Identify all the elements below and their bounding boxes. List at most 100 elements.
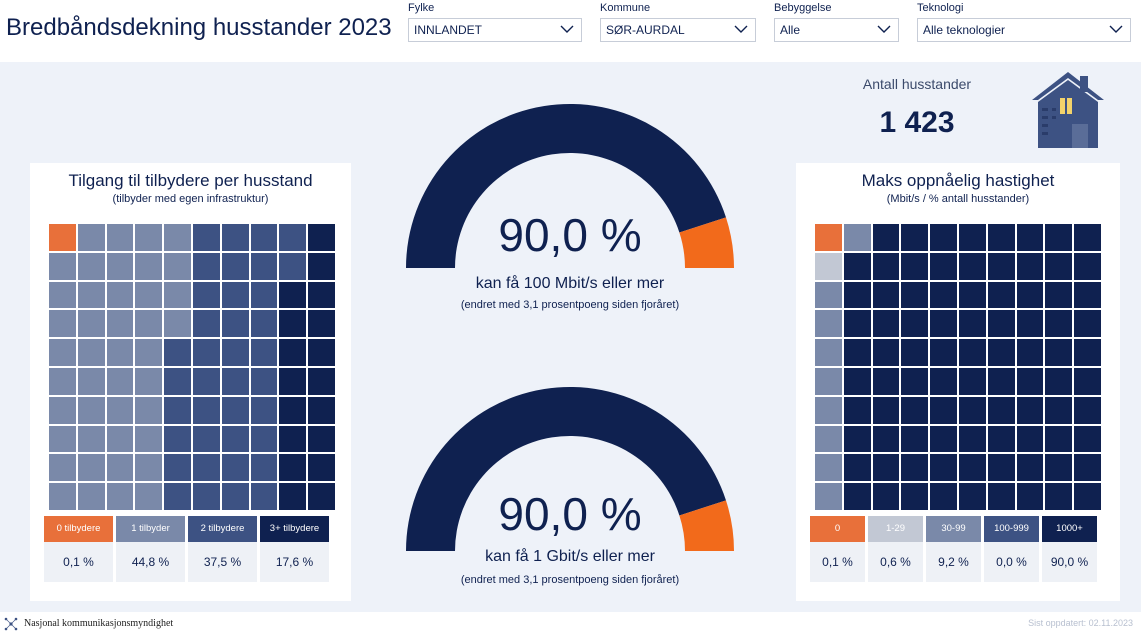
waffle-cell xyxy=(1044,395,1074,425)
waffle-cell xyxy=(957,395,987,425)
waffle-cell xyxy=(1073,338,1102,367)
speed-subtitle: (Mbit/s / % antall husstander) xyxy=(886,193,1030,205)
legend-swatch: 1000+ xyxy=(1042,516,1097,542)
waffle-cell xyxy=(48,309,77,339)
waffle-cell xyxy=(249,251,279,281)
waffle-cell xyxy=(1044,366,1074,396)
gauge-100mbit-label: kan få 100 Mbit/s eller mer xyxy=(475,275,665,292)
waffle-cell xyxy=(929,309,958,339)
waffle-cell xyxy=(986,453,1016,483)
waffle-cell xyxy=(814,223,843,252)
waffle-cell xyxy=(1073,223,1102,252)
waffle-cell xyxy=(278,223,308,252)
waffle-cell xyxy=(814,482,843,511)
waffle-cell xyxy=(76,223,106,252)
waffle-cell xyxy=(76,453,106,483)
legend-col-2-providers: 2 tilbydere 37,5 % xyxy=(188,516,260,582)
waffle-cell xyxy=(842,395,872,425)
waffle-cell xyxy=(105,482,135,511)
waffle-cell xyxy=(957,280,987,310)
waffle-cell xyxy=(871,280,901,310)
waffle-cell xyxy=(1015,309,1045,339)
households-value: 1 423 xyxy=(879,106,955,139)
waffle-cell xyxy=(163,395,192,425)
legend-col-speed-100-999: 100-999 0,0 % xyxy=(984,516,1042,582)
chevron-down-icon xyxy=(734,25,748,33)
providers-title: Tilgang til tilbydere per husstand xyxy=(68,171,313,190)
waffle-cell xyxy=(278,338,308,367)
kommune-dropdown[interactable]: SØR-AURDAL xyxy=(600,18,756,42)
waffle-cell xyxy=(278,309,308,339)
bebyggelse-dropdown[interactable]: Alle xyxy=(774,18,899,42)
waffle-cell xyxy=(1044,251,1074,281)
legend-col-3plus-providers: 3+ tilbydere 17,6 % xyxy=(260,516,332,582)
waffle-cell xyxy=(871,482,901,511)
waffle-cell xyxy=(1015,223,1045,252)
legend-col-speed-1000plus: 1000+ 90,0 % xyxy=(1042,516,1100,582)
waffle-cell xyxy=(191,251,221,281)
waffle-cell xyxy=(986,251,1016,281)
providers-legend: 0 tilbydere 0,1 % 1 tilbyder 44,8 % 2 ti… xyxy=(44,516,332,582)
waffle-cell xyxy=(1015,482,1045,511)
waffle-cell xyxy=(1073,424,1102,454)
waffle-cell xyxy=(957,251,987,281)
filter-fylke: Fylke INNLANDET xyxy=(408,0,582,42)
waffle-cell xyxy=(191,338,221,367)
providers-waffle-chart xyxy=(48,223,336,511)
legend-value: 17,6 % xyxy=(260,542,329,582)
header: Bredbåndsdekning husstander 2023 Fylke I… xyxy=(0,0,1141,62)
waffle-cell xyxy=(986,309,1016,339)
waffle-cell xyxy=(249,223,279,252)
waffle-cell xyxy=(986,366,1016,396)
teknologi-value: Alle teknologier xyxy=(923,23,1006,37)
waffle-cell xyxy=(957,309,987,339)
waffle-cell xyxy=(220,280,250,310)
waffle-cell xyxy=(134,366,164,396)
waffle-cell xyxy=(105,366,135,396)
waffle-cell xyxy=(76,395,106,425)
waffle-cell xyxy=(814,453,843,483)
waffle-cell xyxy=(48,338,77,367)
chevron-down-icon xyxy=(877,25,891,33)
waffle-cell xyxy=(105,223,135,252)
waffle-cell xyxy=(307,223,336,252)
gauge-100mbit-chart xyxy=(406,104,734,268)
waffle-cell xyxy=(76,251,106,281)
waffle-cell xyxy=(929,223,958,252)
legend-value: 44,8 % xyxy=(116,542,185,582)
waffle-cell xyxy=(1044,223,1074,252)
gauge-1gbit-note: (endret med 3,1 prosentpoeng siden fjorå… xyxy=(460,574,680,586)
chevron-down-icon xyxy=(560,25,574,33)
waffle-cell xyxy=(307,251,336,281)
waffle-cell xyxy=(1073,251,1102,281)
legend-value: 90,0 % xyxy=(1042,542,1097,582)
waffle-cell xyxy=(48,453,77,483)
waffle-cell xyxy=(105,280,135,310)
waffle-cell xyxy=(1015,338,1045,367)
teknologi-dropdown[interactable]: Alle teknologier xyxy=(917,18,1131,42)
waffle-cell xyxy=(105,251,135,281)
waffle-cell xyxy=(249,453,279,483)
waffle-cell xyxy=(76,338,106,367)
waffle-cell xyxy=(191,366,221,396)
last-updated: Sist oppdatert: 02.11.2023 xyxy=(1028,618,1133,628)
gauge-1gbit-label: kan få 1 Gbit/s eller mer xyxy=(485,548,655,565)
waffle-cell xyxy=(929,280,958,310)
waffle-cell xyxy=(900,309,930,339)
waffle-cell xyxy=(900,482,930,511)
waffle-cell xyxy=(105,424,135,454)
waffle-cell xyxy=(929,338,958,367)
fylke-dropdown[interactable]: INNLANDET xyxy=(408,18,582,42)
waffle-cell xyxy=(986,424,1016,454)
waffle-cell xyxy=(249,366,279,396)
waffle-cell xyxy=(48,223,77,252)
waffle-cell xyxy=(191,309,221,339)
gauge-remainder-arc xyxy=(679,500,734,551)
legend-swatch: 3+ tilbydere xyxy=(260,516,329,542)
waffle-cell xyxy=(1015,366,1045,396)
waffle-cell xyxy=(871,395,901,425)
waffle-cell xyxy=(249,482,279,511)
waffle-cell xyxy=(48,482,77,511)
waffle-cell xyxy=(900,251,930,281)
waffle-cell xyxy=(191,424,221,454)
